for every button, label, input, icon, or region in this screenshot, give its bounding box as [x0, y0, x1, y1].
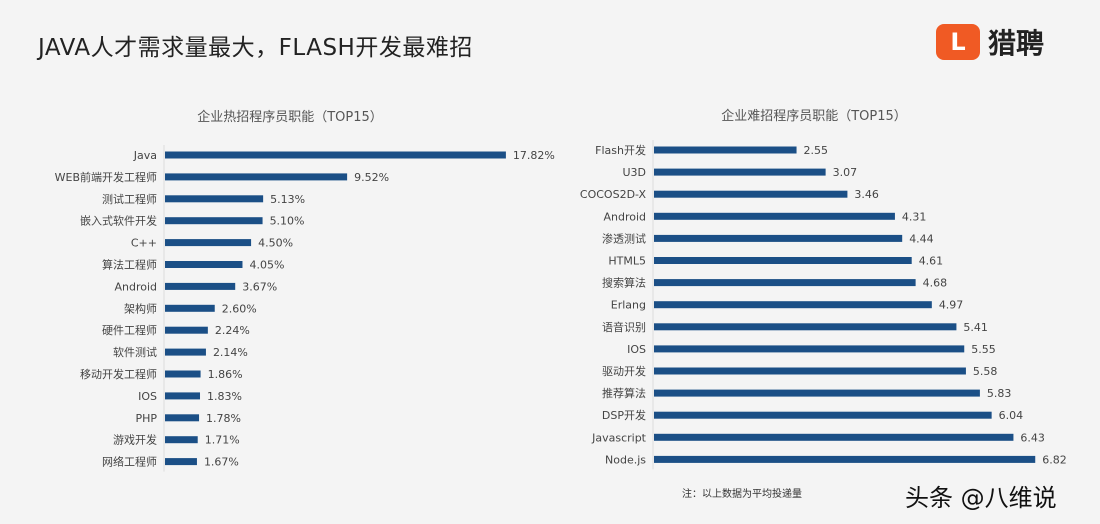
value-label: 4.44	[909, 232, 934, 245]
category-label: Android	[603, 210, 646, 223]
bar	[654, 389, 980, 397]
value-label: 6.43	[1020, 431, 1045, 444]
value-label: 9.52%	[354, 171, 389, 184]
category-label: 测试工程师	[102, 193, 157, 206]
value-label: 17.82%	[513, 149, 555, 162]
value-label: 5.55	[971, 343, 996, 356]
category-label: 驱动开发	[602, 364, 646, 378]
value-label: 5.13%	[270, 193, 305, 206]
value-label: 5.41	[963, 321, 988, 334]
bar	[165, 239, 252, 247]
bar	[654, 168, 826, 176]
value-label: 5.58	[973, 365, 998, 378]
bar	[165, 436, 198, 444]
bar	[654, 301, 932, 309]
category-label: DSP开发	[602, 408, 646, 422]
category-label: Javascript	[591, 431, 647, 444]
category-label: 语音识别	[602, 320, 646, 334]
category-label: 嵌入式软件开发	[80, 214, 157, 228]
bar	[654, 323, 957, 331]
bar	[165, 151, 506, 159]
chart-title: 企业难招程序员职能（TOP15）	[721, 108, 907, 124]
headline: JAVA人才需求量最大，FLASH开发最难招	[38, 35, 473, 61]
bar	[165, 458, 197, 466]
watermark: 头条 @八维说	[905, 484, 1057, 512]
liepin-logo: L 猎聘	[936, 22, 1044, 62]
category-label: IOS	[627, 343, 646, 356]
value-label: 4.05%	[249, 259, 284, 272]
bar	[654, 234, 903, 242]
value-label: 1.83%	[207, 390, 242, 403]
category-label: 硬件工程师	[102, 324, 157, 337]
bar	[165, 173, 348, 181]
chart-title: 企业热招程序员职能（TOP15）	[197, 109, 383, 125]
bar	[654, 279, 916, 287]
category-label: 软件测试	[113, 345, 157, 359]
bar	[654, 455, 1036, 463]
bar	[165, 195, 264, 203]
value-label: 6.04	[999, 409, 1024, 422]
value-label: 3.67%	[242, 280, 277, 293]
category-label: HTML5	[608, 255, 646, 268]
category-label: U3D	[622, 166, 646, 179]
value-label: 4.61	[919, 255, 944, 268]
category-label: 游戏开发	[113, 433, 157, 447]
value-label: 2.55	[804, 144, 829, 157]
bar	[165, 261, 243, 268]
bar	[654, 212, 895, 220]
value-label: 1.86%	[208, 368, 243, 381]
value-label: 4.68	[923, 277, 948, 290]
category-label: 移动开发工程师	[80, 367, 157, 381]
category-label: WEB前端开发工程师	[55, 170, 157, 184]
value-label: 2.60%	[222, 302, 257, 315]
value-label: 2.14%	[213, 346, 248, 359]
logo-mark-icon: L	[936, 24, 980, 60]
value-label: 2.24%	[215, 324, 250, 337]
category-label: C++	[131, 237, 157, 250]
category-label: 渗透测试	[602, 231, 646, 245]
bar	[165, 414, 200, 422]
bar	[654, 433, 1014, 441]
bar	[165, 217, 263, 225]
bar	[654, 190, 848, 198]
category-label: Erlang	[611, 299, 646, 312]
category-label: PHP	[135, 412, 157, 425]
bar	[654, 345, 965, 353]
category-label: Java	[133, 149, 157, 162]
logo-text: 猎聘	[988, 27, 1045, 60]
value-label: 4.31	[902, 210, 927, 223]
value-label: 4.50%	[258, 237, 293, 250]
value-label: 6.82	[1042, 453, 1067, 466]
value-label: 1.78%	[206, 412, 241, 425]
value-label: 4.97	[939, 299, 964, 312]
category-label: 网络工程师	[102, 455, 157, 469]
category-label: 搜索算法	[602, 276, 646, 290]
category-label: Flash开发	[595, 143, 646, 157]
category-label: COCOS2D-X	[580, 188, 647, 201]
category-label: Node.js	[605, 453, 646, 466]
bar	[654, 146, 797, 154]
bar	[654, 411, 992, 419]
bar	[165, 304, 215, 312]
bar	[654, 257, 912, 264]
bar	[165, 370, 201, 378]
value-label: 3.46	[854, 188, 879, 201]
bar	[165, 282, 236, 290]
value-label: 5.10%	[270, 215, 305, 228]
category-label: 推荐算法	[602, 386, 646, 400]
bar	[165, 392, 201, 400]
bar	[165, 326, 208, 334]
value-label: 1.67%	[204, 456, 239, 469]
bar	[654, 367, 966, 375]
value-label: 5.83	[987, 387, 1012, 400]
category-label: IOS	[138, 390, 157, 403]
bar	[165, 348, 206, 356]
value-label: 3.07	[833, 166, 858, 179]
value-label: 1.71%	[205, 434, 240, 447]
category-label: 架构师	[124, 301, 157, 315]
category-label: Android	[114, 280, 157, 293]
chart-note: 注：以上数据为平均投递量	[682, 489, 802, 500]
category-label: 算法工程师	[102, 258, 157, 272]
